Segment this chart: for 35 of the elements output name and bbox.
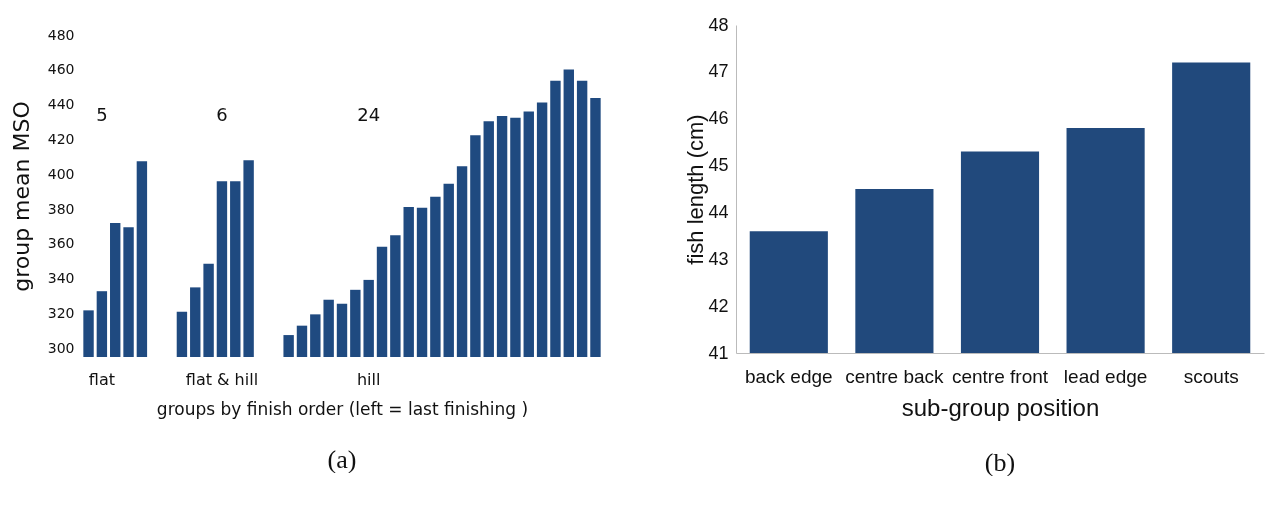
y-axis-title: fish length (cm) [683,114,709,265]
text: (b) [984,448,1016,477]
text: (a) [327,445,357,474]
x-tick-label: flat [88,369,115,389]
y-tick-label: 420 [47,130,75,147]
y-tick-label: 320 [47,304,75,321]
y-tick-label: 41 [708,342,729,363]
annotation: 5 [96,103,108,125]
y-tick-label: 360 [47,235,75,252]
y-tick-label: 340 [47,270,75,287]
y-tick-label: 480 [47,26,75,43]
y-tick-label: 380 [47,200,75,217]
annotation: 24 [357,103,381,125]
x-tick-label: centre back [845,365,944,387]
x-tick-label: scouts [1183,365,1239,387]
x-tick-label: hill [356,369,381,389]
x-tick-label: centre front [951,365,1049,387]
y-tick-label: 46 [708,108,729,129]
x-tick-label: flat & hill [185,369,259,389]
x-tick-label: back edge [744,365,833,387]
x-tick-label: lead edge [1063,365,1148,387]
y-tick-label: 48 [708,14,729,35]
y-tick-label: 300 [47,339,75,356]
y-tick-label: 400 [47,165,75,182]
y-tick-label: 44 [708,201,729,222]
y-tick-label: 47 [708,61,729,82]
y-tick-label: 42 [708,295,729,316]
annotation: 6 [216,103,228,125]
y-tick-label: 43 [708,248,729,269]
y-axis-title: group mean MSO [8,101,34,292]
x-axis-title: sub-group position [901,393,1100,421]
y-tick-label: 460 [47,61,75,78]
x-axis-title: groups by finish order (left = last finishing ) [156,398,529,419]
y-tick-label: 45 [708,155,729,176]
y-tick-label: 440 [47,96,75,113]
